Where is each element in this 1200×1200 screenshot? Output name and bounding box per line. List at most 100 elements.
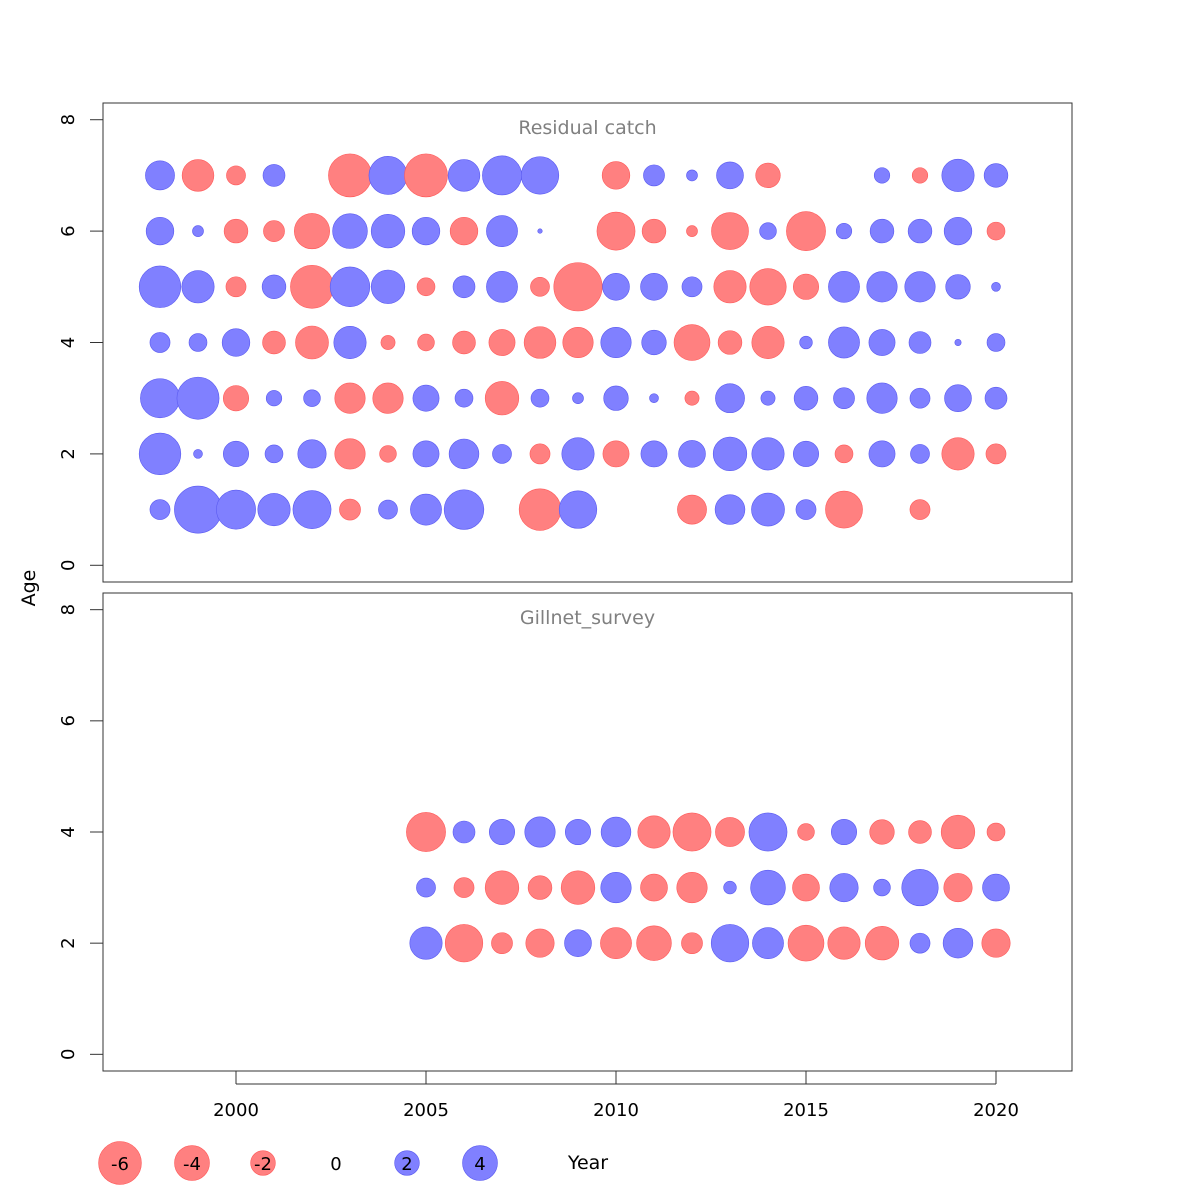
bubble-2017-age-2: [868, 440, 896, 468]
x-tick-label: 2020: [973, 1100, 1019, 1121]
panel-1: 0 2 4 6 8 Residual catch: [58, 102, 1073, 583]
bubble-2020-age-7: [983, 163, 1009, 188]
panel-title: Residual catch: [518, 117, 656, 139]
bubble-2009-age-4: [564, 818, 592, 846]
bubble-2000-age-4: [221, 328, 251, 357]
bubble-2019-age-3: [943, 873, 973, 903]
bubble-2018-age-1: [909, 499, 931, 520]
bubble-2011-age-4: [641, 329, 667, 356]
bubble-1998-age-5: [138, 265, 182, 308]
bubble-2015-age-3: [792, 873, 820, 902]
bubble-2008-age-4: [523, 326, 557, 359]
legend-label: -6: [111, 1154, 129, 1175]
bubble-2010-age-7: [601, 161, 631, 190]
bubble-2009-age-2: [561, 437, 595, 471]
legend: -6 -4 -2 0 2 4: [98, 1141, 498, 1185]
bubble-2006-age-2: [448, 438, 480, 470]
bubble-2016-age-5: [828, 270, 860, 303]
bubble-2016-age-3: [829, 873, 859, 903]
bubble-2006-age-3: [453, 877, 475, 898]
bubble-2017-age-2: [864, 926, 900, 961]
bubble-2013-age-2: [710, 924, 750, 963]
bubble-2019-age-2: [942, 927, 974, 959]
bubble-2018-age-4: [908, 331, 932, 354]
bubble-2004-age-5: [370, 269, 406, 304]
bubble-2008-age-2: [529, 443, 551, 465]
bubble-2007-age-5: [486, 270, 518, 303]
bubble-2010-age-3: [600, 872, 632, 904]
bubble-2006-age-4: [452, 330, 476, 355]
bubble-2020-age-4: [986, 333, 1006, 352]
bubble-2011-age-2: [636, 925, 672, 961]
bubble-2017-age-4: [868, 329, 896, 356]
bubble-2004-age-7: [368, 156, 408, 195]
bubble-2013-age-2: [712, 436, 748, 472]
bubble-2007-age-2: [491, 932, 513, 954]
bubble-2019-age-4: [940, 814, 976, 850]
bubble-2019-age-3: [944, 384, 972, 412]
y-tick-label: 8: [58, 114, 79, 125]
bubble-2004-age-1: [378, 499, 398, 520]
bubble-2014-age-4: [748, 812, 788, 852]
bubble-2004-age-3: [372, 382, 404, 414]
bubble-2007-age-4: [488, 329, 516, 356]
bubble-2012-age-4: [672, 812, 712, 852]
bubble-2005-age-1: [410, 493, 442, 526]
bubble-2008-age-6: [537, 228, 543, 234]
bubble-2012-age-4: [673, 324, 711, 361]
bubble-2019-age-6: [943, 216, 973, 246]
bubble-2013-age-3: [723, 880, 737, 895]
bubble-2004-age-2: [379, 445, 397, 463]
bubble-2009-age-3: [560, 870, 596, 905]
bubble-2020-age-3: [982, 873, 1010, 902]
bubble-2011-age-5: [640, 273, 668, 301]
bubble-2008-age-3: [527, 875, 553, 900]
bubble-2006-age-1: [443, 489, 485, 530]
bubble-2017-age-6: [869, 218, 895, 244]
bubble-2007-age-7: [482, 155, 522, 196]
x-axis: 2000 2005 2010 2015 2020: [213, 1071, 1019, 1121]
legend-label: 2: [401, 1154, 412, 1175]
bubble-2018-age-2: [910, 444, 930, 464]
bubble-2001-age-6: [263, 220, 285, 242]
bubble-2008-age-5: [530, 276, 550, 297]
bubble-2001-age-7: [262, 164, 286, 187]
bubble-2020-age-6: [986, 221, 1006, 241]
bubble-2007-age-2: [492, 444, 512, 464]
bubble-2014-age-3: [750, 869, 786, 906]
x-axis-label: Year: [567, 1152, 608, 1174]
bubble-2012-age-3: [684, 390, 700, 406]
y-axis-label: Age: [18, 570, 40, 607]
bubble-2006-age-2: [444, 924, 484, 963]
bubble-2013-age-4: [715, 817, 745, 847]
bubble-2014-age-2: [751, 437, 785, 471]
bubble-1999-age-3: [176, 376, 220, 420]
legend-bubble: [174, 1145, 210, 1181]
y-tick-label: 2: [58, 937, 79, 948]
bubble-2010-age-4: [600, 326, 632, 359]
bubble-2012-age-3: [676, 872, 708, 904]
bubble-2018-age-3: [901, 869, 939, 907]
bubble-2014-age-7: [755, 162, 781, 189]
bubble-2010-age-3: [603, 385, 629, 411]
legend-label: -4: [183, 1154, 201, 1175]
bubble-2017-age-5: [866, 271, 898, 303]
bubble-1998-age-6: [145, 216, 175, 246]
bubble-2009-age-1: [558, 490, 598, 529]
bubble-2001-age-2: [264, 444, 284, 464]
bubble-2015-age-4: [799, 335, 813, 350]
bubble-2001-age-4: [262, 330, 286, 355]
bubble-2020-age-2: [981, 928, 1011, 958]
bubble-2001-age-5: [261, 274, 287, 299]
y-tick-label: 4: [58, 826, 79, 837]
bubble-1998-age-4: [149, 332, 171, 353]
bubble-2005-age-7: [404, 153, 448, 198]
panel-2: 0 2 4 6 8 Gillnet_survey: [58, 592, 1073, 1072]
bubble-1998-age-3: [140, 378, 180, 419]
bubble-2009-age-3: [572, 392, 584, 404]
bubble-2017-age-4: [869, 819, 895, 845]
bubble-2017-age-3: [873, 878, 891, 897]
bubble-2018-age-3: [909, 387, 931, 409]
bubble-2014-age-6: [759, 222, 777, 240]
bubble-2016-age-4: [830, 818, 858, 846]
